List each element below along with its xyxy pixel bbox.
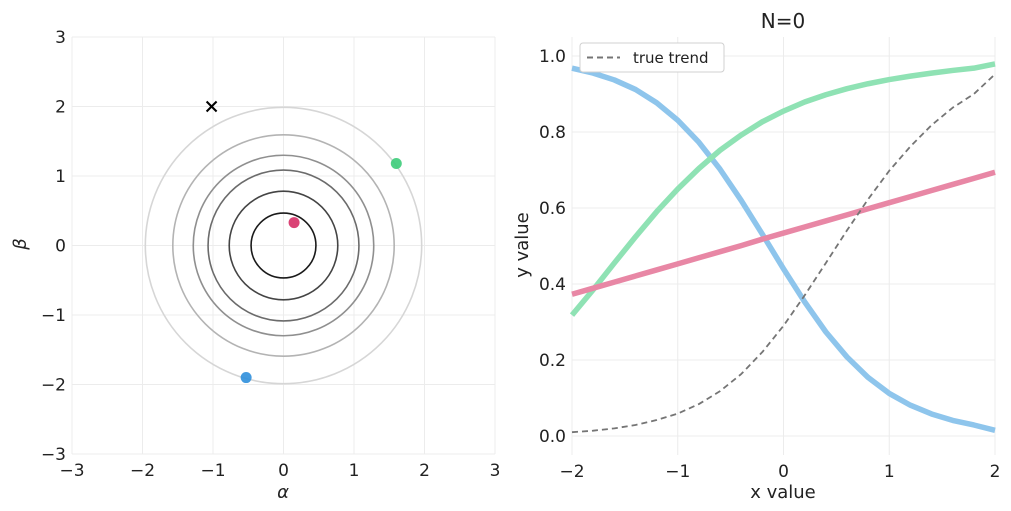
true-trend-line: [571, 73, 996, 434]
contour-ring: [207, 169, 360, 322]
true-parameter-marker: [205, 100, 218, 113]
left-y-tick-label: −3: [41, 445, 66, 465]
right-x-tick-label: 0: [778, 462, 789, 482]
right-y-tick-label: 0.8: [539, 123, 566, 143]
legend-label-true-trend: true trend: [633, 49, 709, 67]
contour-ring: [144, 106, 423, 385]
left-x-tick-label: −2: [130, 461, 155, 481]
right-y-tick-label: 0.0: [539, 427, 566, 447]
right-y-tick-label: 1.0: [539, 47, 566, 67]
left-y-tick-label: 2: [55, 98, 66, 118]
right-grid: [571, 37, 996, 455]
right-x-tick-label: −2: [559, 462, 584, 482]
sample-point: [288, 217, 300, 229]
right-y-tick-label: 0.2: [539, 351, 566, 371]
left-x-tick-label: 0: [278, 461, 289, 481]
right-series: [569, 61, 996, 434]
sample-point: [240, 372, 252, 384]
left-y-tick-label: −1: [41, 306, 66, 326]
left-y-axis-label: β: [10, 238, 31, 251]
sample-curve-line: [571, 65, 996, 433]
curves-panel: N=0 −2 −1 0 1 2 0.0 0.2 0.4 0.6 0.8 1.0 x value y …: [512, 9, 1000, 503]
left-points: [205, 100, 402, 384]
left-x-tick-label: 3: [490, 461, 501, 481]
right-y-axis-label: y value: [512, 212, 533, 278]
right-x-tick-label: 1: [884, 462, 895, 482]
right-x-tick-label: 2: [990, 462, 1001, 482]
right-x-tick-label: −1: [665, 462, 690, 482]
right-x-axis-label: x value: [750, 482, 816, 503]
left-contours: [144, 106, 423, 385]
true-parameter-marker-stroke: [205, 100, 218, 113]
left-x-axis-label: α: [277, 482, 289, 503]
sample-curve-line: [569, 61, 996, 317]
left-y-tick-label: 1: [55, 167, 66, 187]
left-y-tick-label: 3: [55, 28, 66, 48]
right-tick-labels: −2 −1 0 1 2 0.0 0.2 0.4 0.6 0.8 1.0: [539, 47, 1000, 482]
left-x-tick-label: −1: [200, 461, 225, 481]
left-x-tick-label: 2: [419, 461, 430, 481]
left-y-tick-label: −2: [41, 376, 66, 396]
left-y-tick-label: 0: [55, 237, 66, 257]
right-chart-title: N=0: [761, 9, 805, 33]
sample-point: [390, 157, 402, 169]
left-tick-labels: −3 −2 −1 0 1 2 3 −3 −2 −1 0 1 2 3: [41, 28, 500, 481]
left-x-tick-label: −3: [59, 461, 84, 481]
contour-ring: [250, 212, 317, 279]
contour-ring: [172, 134, 395, 357]
legend: true trend: [579, 42, 725, 73]
contour-ring: [192, 154, 375, 337]
parameter-space-panel: −3 −2 −1 0 1 2 3 −3 −2 −1 0 1 2 3 α β: [10, 28, 500, 503]
right-y-tick-label: 0.4: [539, 275, 566, 295]
left-x-tick-label: 1: [349, 461, 360, 481]
legend-box: [579, 42, 725, 73]
right-y-tick-label: 0.6: [539, 199, 566, 219]
left-grid: [71, 36, 496, 455]
contour-ring: [228, 190, 339, 301]
sample-curve-line: [571, 169, 996, 297]
